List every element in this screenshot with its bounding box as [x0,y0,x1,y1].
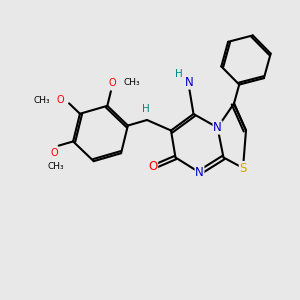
Text: H: H [175,69,182,80]
Text: O: O [109,78,116,88]
Text: H: H [142,103,149,114]
Text: CH₃: CH₃ [47,162,64,171]
Text: N: N [195,166,204,179]
Text: O: O [148,160,158,173]
Text: O: O [50,148,58,158]
Text: N: N [213,121,222,134]
Text: CH₃: CH₃ [124,78,140,87]
Text: N: N [184,76,194,89]
Text: O: O [57,95,64,105]
Text: CH₃: CH₃ [34,96,50,105]
Text: S: S [239,161,247,175]
